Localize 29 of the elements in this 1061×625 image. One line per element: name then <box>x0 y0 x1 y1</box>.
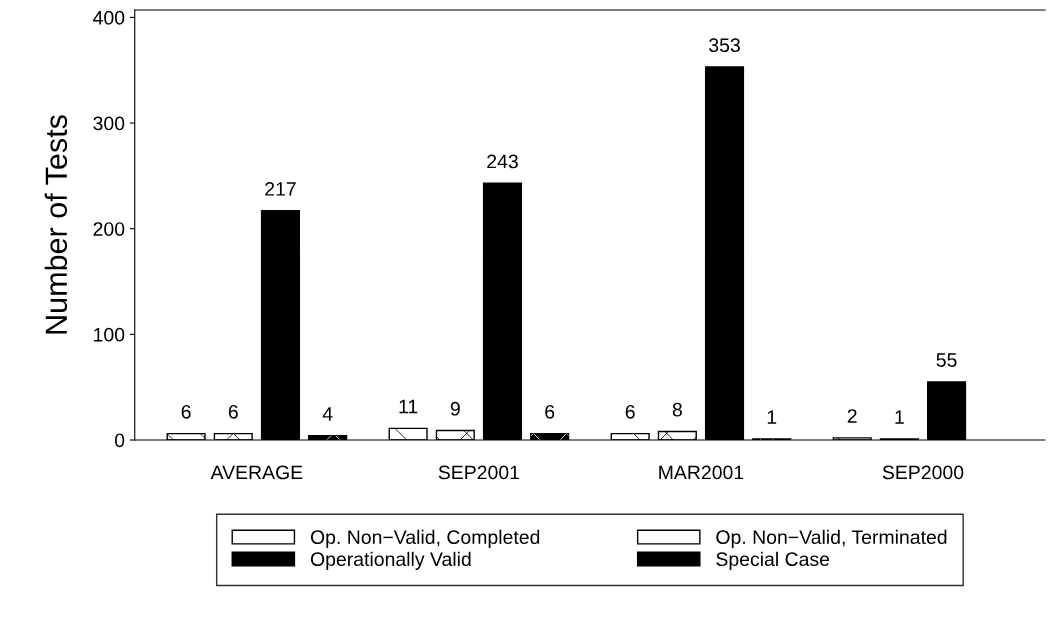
y-tick-label: 100 <box>94 327 125 342</box>
y-tick-label: 200 <box>93 222 125 236</box>
data-label: 6 <box>625 404 635 419</box>
data-label: 1 <box>767 410 777 424</box>
data-label: 2 <box>847 409 857 423</box>
legend-label: Special Case <box>716 551 830 570</box>
data-label: 8 <box>672 402 682 417</box>
legend-label: Op. Non−Valid, Completed <box>310 529 540 548</box>
x-tick-label: SEP2000 <box>882 465 964 480</box>
data-label: 4 <box>322 407 333 421</box>
data-label: 6 <box>228 404 238 419</box>
y-tick-label: 400 <box>93 10 125 25</box>
data-label: 6 <box>545 404 555 419</box>
y-tick-label: 300 <box>93 116 125 131</box>
data-label: 55 <box>936 353 957 367</box>
data-label: 353 <box>709 38 740 53</box>
data-label: 9 <box>450 401 460 416</box>
data-label: 1 <box>895 410 904 424</box>
data-label: 217 <box>265 182 296 196</box>
y-tick-label: 0 <box>114 433 125 448</box>
legend-label: Op. Non−Valid, Terminated <box>716 529 947 548</box>
data-label: 243 <box>487 154 518 169</box>
data-label: 6 <box>181 404 191 419</box>
y-axis-title: Number of Tests <box>44 115 68 334</box>
x-tick-label: AVERAGE <box>210 465 303 480</box>
x-tick-label: MAR2001 <box>659 465 744 480</box>
data-label: 11 <box>399 399 418 414</box>
legend-label: Operationally Valid <box>310 551 471 570</box>
x-tick-label: SEP2001 <box>438 465 520 480</box>
